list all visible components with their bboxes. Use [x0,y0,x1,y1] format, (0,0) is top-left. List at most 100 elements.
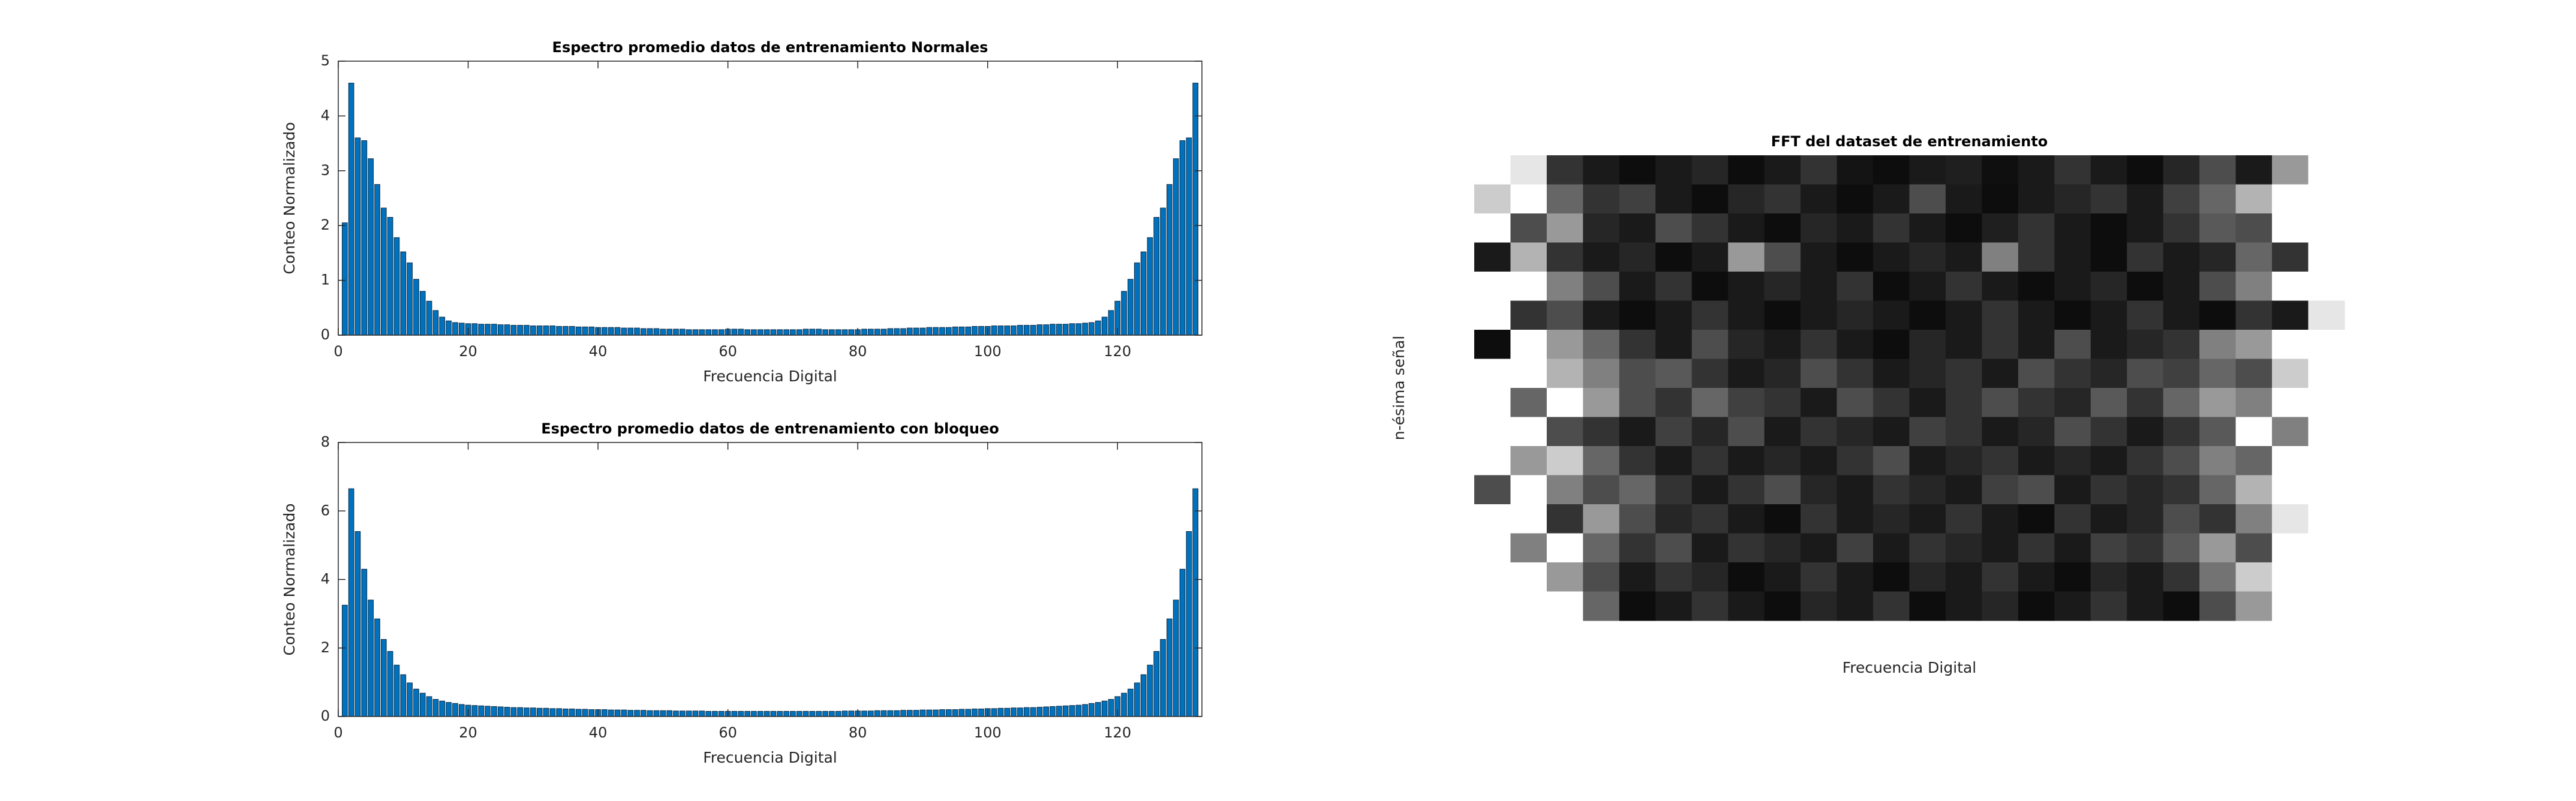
bar [705,710,711,717]
heatmap-cell [2090,155,2127,185]
bar [588,709,595,717]
heatmap-cell [1474,475,1511,505]
heatmap-cell [1619,388,1656,418]
heatmap-cell [2163,155,2200,185]
bar [900,328,906,336]
heatmap-cell [1546,446,1583,476]
heatmap-cell [1583,359,1620,389]
bar [524,325,530,336]
heatmap-cell [2199,475,2237,505]
heatmap-cell [2127,417,2164,447]
bar [348,488,354,717]
bar [374,618,380,717]
heatmap-cell [1801,242,1838,272]
heatmap-cell [1474,533,1511,563]
bar [1108,698,1114,717]
bar [524,707,530,717]
bar [439,700,446,717]
heatmap-cell [2127,155,2164,185]
heatmap-cell [1728,533,1765,563]
bar [1173,158,1179,336]
x-tick-label: 100 [974,724,1002,741]
heatmap-cell [1945,300,1983,330]
bar [387,216,393,336]
heatmap-cell [1836,155,1874,185]
bar-chart: 0 20 40 60 80 100 120 0 1 2 3 4 5 Espectro promedio d… [281,39,1203,385]
bar [738,710,744,717]
bar [478,705,485,717]
heatmap-cell [2235,213,2273,243]
heatmap-cell [1583,591,1620,621]
bar [1128,688,1134,717]
bar [1121,291,1127,336]
heatmap-cell [1583,155,1620,185]
heatmap-cell [1691,533,1729,563]
bar [1167,618,1173,717]
heatmap-cell [1836,388,1874,418]
bar [1095,320,1101,336]
heatmap-cell [2235,300,2273,330]
heatmap-cell [2308,330,2345,360]
x-tick-label: 100 [974,343,1002,360]
bar [627,327,634,336]
heatmap-cell [1836,591,1874,621]
heatmap-cell [1909,562,1946,592]
heatmap-cell [2272,417,2309,447]
heatmap-cell [1728,591,1765,621]
heatmap-cell [2127,213,2164,243]
bar [867,329,874,336]
bar [880,710,887,717]
bar [1101,700,1108,717]
heatmap-cell [1909,417,1946,447]
bar [822,710,828,717]
bar [926,709,933,717]
heatmap-cell [2235,242,2273,272]
heatmap-cell [2163,300,2200,330]
axes-box [338,61,1203,336]
bar [861,710,867,717]
bar [400,674,407,717]
heatmap-cell [1873,359,1910,389]
y-tick-label: 8 [321,433,330,450]
heatmap-cell [2235,591,2273,621]
heatmap-cell [2163,562,2200,592]
bar [446,702,452,717]
heatmap-cell [1728,242,1765,272]
heatmap-cell [1945,184,1983,214]
bar [1017,707,1023,717]
bar [426,696,432,717]
heatmap-cell [1909,504,1946,534]
heatmap-cell [2127,359,2164,389]
heatmap-cell [2235,417,2273,447]
heatmap-cell [1619,562,1656,592]
bar [913,710,919,717]
heatmap-cell [1764,417,1801,447]
heatmap-cell [1909,475,1946,505]
bar [1095,702,1101,717]
bar [660,329,666,336]
bar [731,329,738,336]
heatmap-cell [1873,591,1910,621]
bar [939,709,945,717]
bar [400,251,407,336]
bar [841,710,848,717]
bar [1023,707,1030,717]
axes-box [338,442,1203,717]
heatmap-cell [1728,446,1765,476]
heatmap-cell [2090,475,2127,505]
heatmap-cell [1873,388,1910,418]
bar [1173,600,1179,717]
heatmap-cell [1728,475,1765,505]
heatmap-cell [1474,446,1511,476]
bar [958,709,965,717]
heatmap-cell [1945,388,1983,418]
heatmap-cell [2272,388,2309,418]
heatmap-cell [1691,213,1729,243]
x-tick-label: 0 [333,343,342,360]
bar [549,325,556,336]
heatmap-cell [1982,591,2019,621]
heatmap-cell [1691,417,1729,447]
heatmap-cell [1583,446,1620,476]
heatmap-cell [1619,446,1656,476]
heatmap-cell [2199,213,2237,243]
